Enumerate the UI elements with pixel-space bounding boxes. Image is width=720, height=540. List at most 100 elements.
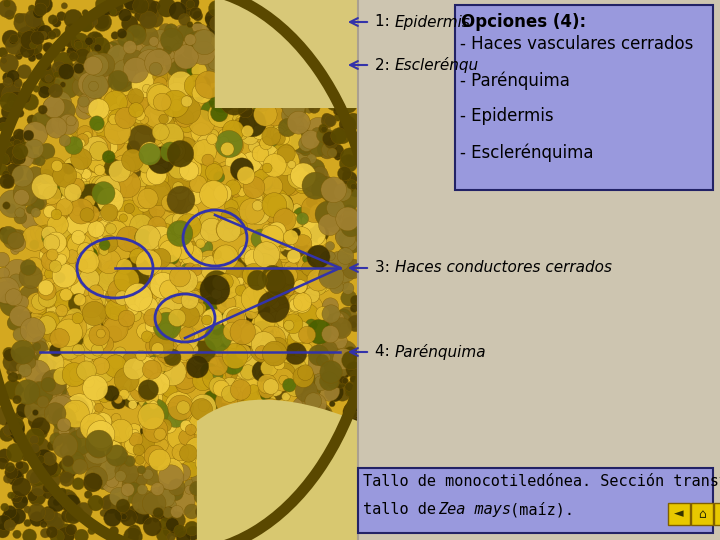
Circle shape	[72, 313, 84, 324]
Circle shape	[4, 349, 16, 361]
Circle shape	[138, 403, 164, 429]
Circle shape	[122, 239, 133, 251]
Circle shape	[323, 17, 328, 23]
Circle shape	[301, 531, 312, 540]
Circle shape	[350, 375, 357, 383]
Circle shape	[279, 375, 289, 385]
Circle shape	[307, 154, 316, 164]
Circle shape	[28, 504, 45, 521]
Circle shape	[206, 278, 219, 292]
Circle shape	[132, 71, 158, 97]
Circle shape	[5, 10, 14, 19]
Circle shape	[153, 69, 168, 84]
Circle shape	[324, 382, 343, 402]
Circle shape	[252, 200, 263, 211]
Circle shape	[209, 1, 225, 17]
Circle shape	[173, 326, 199, 352]
Circle shape	[262, 265, 284, 287]
Circle shape	[69, 450, 89, 469]
Circle shape	[140, 323, 153, 337]
Circle shape	[50, 343, 63, 356]
Circle shape	[330, 272, 349, 291]
Circle shape	[100, 509, 107, 517]
Circle shape	[284, 230, 298, 245]
Circle shape	[279, 517, 287, 525]
Circle shape	[345, 401, 361, 417]
Circle shape	[82, 301, 107, 326]
Circle shape	[32, 342, 40, 350]
Circle shape	[271, 129, 299, 157]
Circle shape	[325, 214, 343, 232]
Circle shape	[235, 285, 246, 296]
Circle shape	[212, 289, 222, 299]
Circle shape	[77, 125, 93, 141]
Circle shape	[89, 325, 110, 346]
Circle shape	[269, 17, 284, 31]
Circle shape	[268, 71, 284, 88]
Circle shape	[25, 257, 43, 275]
Circle shape	[271, 274, 286, 289]
Circle shape	[350, 295, 361, 306]
Circle shape	[160, 309, 175, 325]
Circle shape	[251, 332, 276, 357]
Circle shape	[300, 467, 313, 480]
Circle shape	[53, 289, 76, 312]
Circle shape	[186, 63, 200, 77]
Circle shape	[341, 290, 357, 306]
Circle shape	[55, 254, 67, 265]
Circle shape	[343, 402, 362, 422]
Circle shape	[68, 172, 82, 185]
Circle shape	[56, 524, 75, 540]
Circle shape	[305, 104, 314, 113]
Circle shape	[210, 475, 221, 486]
Circle shape	[118, 387, 127, 396]
Circle shape	[296, 426, 306, 435]
Circle shape	[66, 524, 77, 536]
Circle shape	[268, 20, 283, 35]
Circle shape	[27, 317, 49, 340]
Circle shape	[134, 130, 150, 146]
Circle shape	[346, 10, 364, 28]
Circle shape	[140, 164, 163, 186]
Circle shape	[166, 392, 193, 420]
Circle shape	[138, 188, 158, 209]
Circle shape	[252, 433, 271, 452]
Circle shape	[91, 53, 115, 77]
Circle shape	[294, 280, 307, 293]
Circle shape	[173, 182, 184, 193]
Circle shape	[280, 356, 307, 383]
Circle shape	[133, 444, 145, 456]
Circle shape	[248, 455, 270, 477]
Circle shape	[85, 37, 93, 45]
Circle shape	[80, 295, 103, 318]
Circle shape	[213, 370, 223, 380]
Circle shape	[112, 193, 125, 206]
Circle shape	[279, 134, 289, 144]
Circle shape	[325, 2, 338, 15]
Circle shape	[176, 530, 191, 540]
Circle shape	[312, 520, 328, 536]
Circle shape	[171, 457, 195, 481]
Circle shape	[17, 65, 32, 79]
Circle shape	[49, 244, 70, 264]
Circle shape	[119, 283, 132, 296]
Circle shape	[291, 291, 307, 306]
Circle shape	[189, 110, 215, 136]
Circle shape	[282, 26, 288, 33]
Circle shape	[304, 455, 319, 470]
Circle shape	[246, 24, 262, 39]
Circle shape	[14, 295, 28, 309]
Circle shape	[184, 521, 199, 536]
Circle shape	[271, 86, 287, 102]
Circle shape	[36, 225, 56, 245]
Circle shape	[95, 329, 113, 347]
Circle shape	[271, 362, 296, 386]
Circle shape	[151, 343, 164, 355]
Circle shape	[140, 297, 158, 315]
Text: Haces conductores cerrados: Haces conductores cerrados	[395, 260, 612, 275]
Circle shape	[94, 307, 107, 319]
Circle shape	[222, 482, 246, 507]
Circle shape	[294, 295, 311, 313]
Circle shape	[67, 45, 81, 59]
Circle shape	[171, 242, 192, 263]
